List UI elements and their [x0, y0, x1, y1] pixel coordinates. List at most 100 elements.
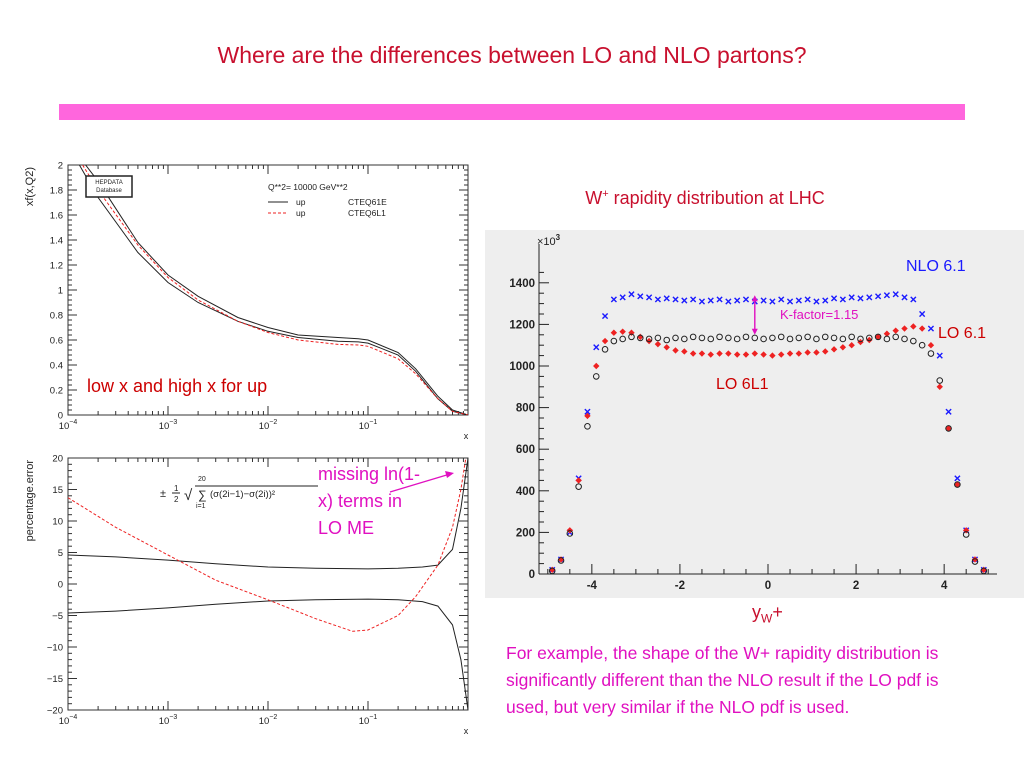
nlo-point — [663, 295, 670, 302]
lower-ytick-label: 20 — [52, 454, 63, 465]
nlo-point — [681, 297, 688, 304]
nlo-point-stroke-b — [875, 293, 882, 300]
lo6l1-point — [698, 334, 706, 342]
upper-ytick-label: 0.4 — [50, 361, 63, 372]
nlo-point — [698, 298, 706, 305]
upper-ytick-label: 1 — [58, 286, 63, 297]
lo61-point — [901, 325, 908, 332]
nlo-point — [822, 297, 829, 304]
rapidity-chart: 0 200 400 600 800 1000 1200 1400 -4 -2 0 2 4 ×103 — [485, 230, 1024, 598]
lower-xtick-base: 10 — [259, 716, 270, 727]
upper-ytick-label: 1.6 — [50, 211, 63, 222]
upper-ytick-label: 1.4 — [50, 236, 63, 247]
nlo-point — [654, 296, 661, 303]
lo6l1-point — [936, 377, 944, 384]
lo61-point — [866, 336, 873, 344]
lo6l1-point — [795, 334, 803, 342]
nlo-point-stroke-b — [619, 294, 626, 301]
caption-text: For example, the shape of the W+ rapidit… — [506, 643, 939, 717]
lo6l1-point — [575, 483, 582, 490]
rapidity-xtick-label: 4 — [941, 580, 948, 592]
nlo-point-stroke-b — [866, 294, 873, 301]
upper-xtick-label: 10−3 — [159, 419, 178, 432]
nlo-point — [637, 293, 644, 300]
lo6l1-point — [760, 335, 767, 343]
upper-ytick-label: 1.2 — [50, 261, 63, 272]
lo6l1-point — [566, 530, 574, 537]
nlo-point — [601, 312, 609, 320]
upper-xlabel: x — [464, 431, 469, 441]
nlo-point-stroke-b — [646, 294, 653, 301]
lo6l1-point — [742, 333, 750, 341]
upper-xtick-base: 10 — [259, 421, 270, 432]
rapidity-ytick-label: 1000 — [509, 361, 535, 373]
nlo-point — [875, 293, 882, 300]
nlo-point — [778, 296, 785, 303]
lower-ytick-label: 0 — [58, 580, 63, 591]
nlo-point-stroke-b — [839, 296, 846, 303]
lower-ylabel: percentage.error — [24, 460, 36, 542]
lower-xtick-label: 10−4 — [59, 714, 78, 727]
upper-xtick-exp: −1 — [369, 419, 377, 426]
formula-pm: ± — [160, 488, 166, 500]
nlo-point — [628, 291, 635, 298]
lower-xtick-base: 10 — [59, 716, 70, 727]
rapidity-y-multiplier-exp: 3 — [556, 233, 561, 242]
upper-ytick-label: 0.8 — [50, 311, 63, 322]
upper-legend-header: Q**2= 10000 GeV**2 — [268, 182, 348, 192]
lo6l1-point — [901, 335, 908, 343]
formula-sum-bottom: i=1 — [196, 503, 206, 510]
upper-ytick-label: 0 — [58, 411, 63, 422]
rapidity-ytick-label: 0 — [529, 569, 535, 581]
nlo-point-stroke-b — [628, 291, 635, 298]
lo61-point — [804, 349, 811, 356]
nlo-point-stroke-b — [725, 298, 732, 305]
upper-series-1 — [85, 165, 468, 415]
nlo-point-stroke-b — [857, 295, 864, 302]
lower-xtick-exp: −4 — [69, 714, 77, 721]
nlo-point-stroke-b — [601, 312, 609, 320]
lower-ytick-label: 15 — [52, 485, 63, 496]
nlo-point-stroke-b — [716, 296, 723, 303]
lower-series-1 — [68, 598, 468, 710]
lo6l1-point — [733, 335, 741, 343]
rapidity-panel-background — [485, 230, 1024, 598]
nlo-point — [848, 294, 855, 301]
rapidity-ytick-label: 800 — [516, 403, 535, 415]
lo6l1-point — [910, 337, 917, 345]
nlo-point-stroke-b — [919, 310, 926, 318]
lo6l1-point — [716, 333, 723, 341]
nlo-point — [716, 296, 723, 303]
xaxis-plus: + — [772, 602, 783, 622]
nlo-point-stroke-b — [742, 296, 750, 303]
label-lo-6l1: LO 6L1 — [716, 376, 769, 393]
rapidity-xtick-label: 2 — [853, 580, 859, 592]
rapidity-xtick-label: -2 — [675, 580, 685, 592]
nlo-point-stroke-b — [654, 296, 661, 303]
nlo-point — [954, 475, 961, 482]
lo6l1-point — [927, 350, 935, 357]
lo6l1-point — [865, 334, 873, 342]
nlo-point-stroke-b — [901, 294, 908, 301]
lo6l1-point — [813, 335, 820, 343]
label-lo-61: LO 6.1 — [938, 325, 987, 342]
lower-xtick-exp: −3 — [169, 714, 177, 721]
rapidity-chart-title: W+ rapidity distribution at LHC — [490, 188, 920, 209]
lo6l1-point — [954, 481, 961, 488]
lower-ytick-label: −20 — [47, 706, 63, 717]
rapidity-xtick-label: 0 — [765, 580, 771, 592]
lo6l1-point — [672, 334, 679, 342]
nlo-point-stroke-b — [813, 298, 820, 305]
hepdata-badge — [85, 175, 133, 198]
lo6l1-point — [601, 346, 609, 353]
hepdata-badge-line1: HEPDATA — [95, 180, 122, 186]
lo6l1-point — [883, 335, 891, 343]
hepdata-badge-line2: Database — [96, 188, 122, 194]
rap-title-w: W — [585, 188, 603, 208]
lo61-point — [733, 351, 741, 358]
nlo-point — [910, 296, 917, 303]
xaxis-w: W — [761, 611, 773, 626]
rapidity-ytick-label: 600 — [516, 444, 535, 456]
lower-series-2 — [68, 458, 467, 632]
missing-arrow-head — [445, 471, 454, 478]
